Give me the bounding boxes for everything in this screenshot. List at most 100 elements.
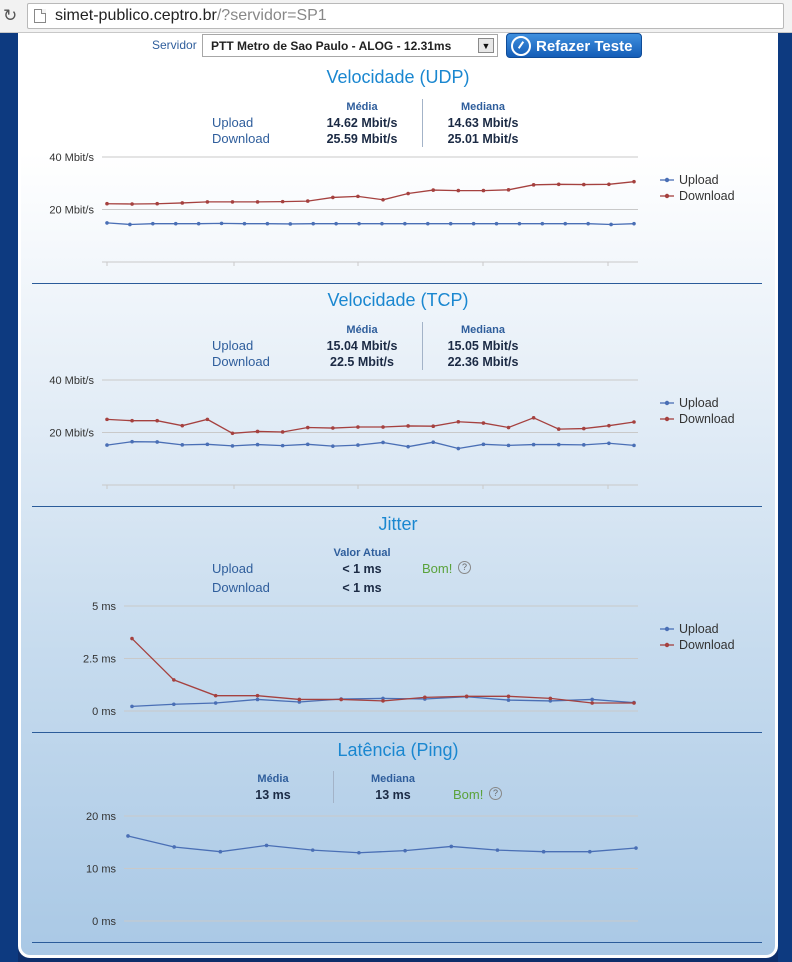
data-point	[357, 850, 361, 855]
legend-label: Upload	[679, 173, 719, 187]
reload-icon[interactable]: ↻	[3, 6, 18, 25]
data-point	[155, 440, 159, 444]
data-point	[381, 696, 385, 701]
y-tick-label: 20 ms	[86, 811, 116, 823]
legend-label: Download	[679, 638, 735, 652]
udp-title: Velocidade (UDP)	[326, 67, 470, 87]
page-icon	[34, 9, 46, 23]
data-point	[607, 441, 611, 446]
data-point	[449, 844, 454, 849]
data-point	[180, 443, 185, 447]
jitter-chart: 0 ms 2.5 ms 5 ms Upload Download	[83, 601, 735, 718]
url-field[interactable]: simet-publico.ceptro.br/?servidor=SP1	[27, 3, 784, 29]
data-point	[380, 221, 384, 226]
latency-rating: Bom!	[453, 787, 484, 802]
data-point	[180, 423, 185, 428]
data-point	[130, 418, 134, 423]
data-point	[540, 221, 545, 226]
data-point	[305, 425, 310, 430]
data-point	[331, 444, 335, 448]
dropdown-arrow-icon[interactable]: ▼	[478, 38, 494, 53]
data-point	[230, 444, 235, 448]
server-selected-value: PTT Metro de Sao Paulo - ALOG - 12.31ms	[211, 39, 452, 53]
data-point	[517, 221, 522, 226]
data-point	[456, 419, 461, 424]
legend-label: Download	[679, 412, 735, 426]
data-point	[481, 188, 486, 193]
y-tick-label: 5 ms	[92, 601, 116, 613]
tcp-upload-label: Upload	[212, 338, 254, 353]
udp-download-media: 25.59 Mbit/s	[326, 132, 398, 146]
data-point	[448, 221, 453, 226]
data-point	[403, 848, 407, 853]
server-select[interactable]: PTT Metro de Sao Paulo - ALOG - 12.31ms …	[202, 34, 498, 57]
data-point	[130, 704, 134, 709]
data-point	[531, 416, 536, 420]
data-point	[423, 695, 427, 700]
data-point	[331, 426, 335, 430]
series-line-download	[106, 417, 635, 434]
section-divider	[32, 732, 762, 733]
data-point	[590, 697, 594, 702]
legend-marker	[664, 177, 670, 183]
data-point	[406, 444, 410, 449]
data-point	[494, 221, 499, 226]
data-point	[205, 417, 210, 422]
data-point	[548, 699, 553, 703]
data-point	[255, 442, 260, 447]
data-point	[180, 201, 185, 205]
data-point	[105, 201, 109, 206]
results-card	[18, 33, 778, 958]
data-point	[590, 701, 594, 705]
data-point	[255, 697, 260, 702]
data-point	[506, 443, 511, 448]
data-point	[311, 221, 316, 226]
jitter-rating: Bom!	[422, 561, 453, 576]
section-divider	[32, 942, 762, 943]
series-line-download	[106, 181, 635, 205]
data-point	[531, 183, 536, 187]
data-point	[506, 188, 511, 192]
legend-marker	[664, 193, 670, 199]
data-point	[356, 425, 360, 429]
data-point	[531, 442, 536, 447]
data-point	[130, 636, 134, 641]
data-point	[582, 182, 586, 187]
legend-marker	[664, 416, 670, 422]
redo-test-label: Refazer Teste	[536, 38, 633, 55]
jitter-current-header: Valor Atual	[333, 547, 391, 559]
jitter-upload-label: Upload	[212, 561, 254, 576]
data-point	[381, 197, 385, 202]
data-point	[632, 221, 636, 226]
data-point	[381, 440, 385, 445]
data-point	[310, 848, 315, 852]
data-point	[632, 443, 636, 448]
data-point	[607, 182, 611, 187]
tcp-title: Velocidade (TCP)	[327, 290, 469, 310]
url-host: simet-publico.ceptro.br	[55, 7, 217, 24]
data-point	[255, 693, 260, 698]
url-path: /?servidor=SP1	[216, 7, 327, 24]
data-point	[548, 696, 553, 701]
help-icon[interactable]: ?	[458, 561, 471, 574]
data-point	[481, 421, 486, 425]
latency-chart: 0 ms 10 ms 20 ms	[86, 811, 638, 928]
data-point	[173, 221, 178, 226]
data-point	[280, 443, 285, 448]
legend-marker	[664, 400, 670, 406]
udp-download-mediana: 25.01 Mbit/s	[447, 132, 519, 146]
tcp-download-mediana: 22.36 Mbit/s	[447, 355, 519, 369]
data-point	[305, 199, 310, 203]
series-line-upload	[106, 222, 635, 226]
data-point	[582, 426, 586, 431]
data-point	[582, 443, 586, 447]
data-point	[205, 442, 210, 447]
tcp-media-header: Média	[346, 324, 378, 336]
section-divider	[32, 506, 762, 507]
y-tick-label: 40 Mbit/s	[49, 152, 94, 164]
url-text[interactable]: simet-publico.ceptro.br/?servidor=SP1	[55, 7, 327, 25]
help-icon[interactable]: ?	[489, 787, 502, 800]
udp-upload-label: Upload	[212, 115, 254, 130]
redo-test-button[interactable]: Refazer Teste	[506, 33, 642, 58]
tcp-mediana-header: Mediana	[460, 324, 505, 336]
